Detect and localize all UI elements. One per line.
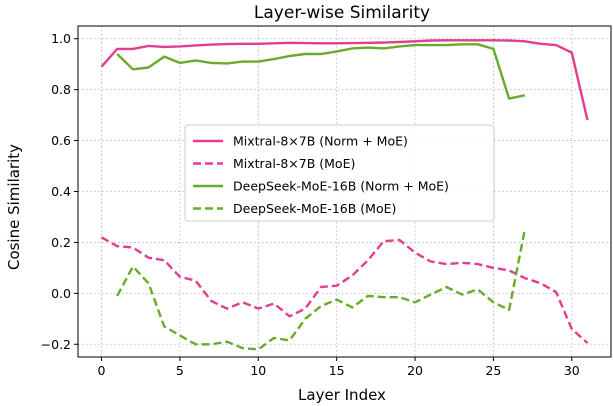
y-axis-label: Cosine Similarity: [5, 144, 23, 270]
legend-label-4: DeepSeek-MoE-16B (MoE): [233, 201, 396, 216]
series-line-2: [100, 236, 589, 344]
plot-area: [100, 39, 589, 351]
series-line-1: [100, 39, 589, 121]
axis-ticks: 0 5 10 15 20 25 30 −0.2 0.0 0.2 0.4 0.6 0.8 1.0: [41, 31, 580, 378]
x-tick-label: 15: [329, 363, 345, 378]
x-tick-label: 0: [98, 363, 106, 378]
y-tick-label: 1.0: [51, 31, 71, 46]
legend-label-3: DeepSeek-MoE-16B (Norm + MoE): [233, 179, 449, 194]
series-line-3: [116, 43, 526, 100]
plot-frame: [77, 25, 612, 358]
legend-box: [184, 124, 495, 222]
legend: Mixtral-8×7B (Norm + MoE) Mixtral-8×7B (M…: [184, 124, 495, 222]
legend-label-1: Mixtral-8×7B (Norm + MoE): [233, 134, 408, 149]
x-tick-label: 5: [176, 363, 184, 378]
y-tick-label: 0.8: [51, 82, 71, 97]
y-tick-label: 0.2: [51, 235, 71, 250]
legend-label-2: Mixtral-8×7B (MoE): [233, 156, 355, 171]
y-tick-label: 0.4: [51, 184, 71, 199]
x-tick-label: 20: [407, 363, 423, 378]
series-line-4: [116, 229, 526, 351]
y-tick-label: 0.0: [51, 286, 71, 301]
y-tick-label: 0.6: [51, 133, 71, 148]
chart-title: Layer-wise Similarity: [254, 3, 430, 23]
y-tick-label: −0.2: [41, 337, 71, 352]
x-axis-label: Layer Index: [298, 386, 386, 404]
x-tick-label: 10: [250, 363, 266, 378]
x-tick-label: 30: [564, 363, 580, 378]
x-tick-label: 25: [485, 363, 501, 378]
